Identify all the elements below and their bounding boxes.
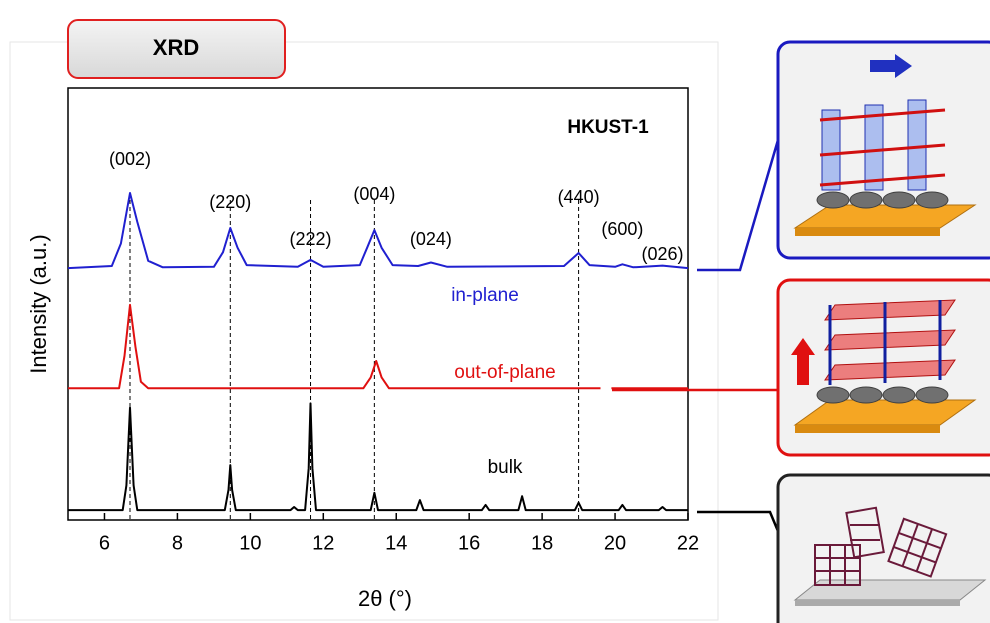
peak-label: (440) bbox=[558, 187, 600, 207]
series-line bbox=[68, 303, 688, 390]
peak-label: (220) bbox=[209, 192, 251, 212]
y-axis-label: Intensity (a.u.) bbox=[26, 234, 51, 373]
peak-label: (600) bbox=[601, 219, 643, 239]
peak-label: (024) bbox=[410, 229, 452, 249]
x-tick-label: 6 bbox=[99, 532, 110, 554]
chart-title: HKUST-1 bbox=[567, 117, 649, 138]
x-tick-label: 14 bbox=[385, 532, 407, 554]
panel-frame bbox=[9, 41, 719, 621]
series-label: bulk bbox=[488, 457, 523, 478]
peak-label: (002) bbox=[109, 149, 151, 169]
x-tick-label: 10 bbox=[239, 532, 261, 554]
series-line bbox=[67, 192, 689, 270]
bulk-illustration bbox=[776, 473, 990, 623]
x-axis-label: 2θ (°) bbox=[358, 586, 412, 611]
x-tick-label: 22 bbox=[677, 532, 699, 554]
header-text: XRD bbox=[153, 35, 199, 60]
plot-frame bbox=[67, 87, 689, 521]
series-label: in-plane bbox=[451, 285, 519, 306]
peak-label: (004) bbox=[353, 184, 395, 204]
out-of-plane-illustration bbox=[776, 278, 990, 457]
connector bbox=[697, 510, 792, 561]
x-tick-label: 8 bbox=[172, 532, 183, 554]
header-box bbox=[67, 19, 286, 79]
peak-label: (222) bbox=[290, 229, 332, 249]
x-tick-label: 18 bbox=[531, 532, 553, 554]
x-tick-label: 16 bbox=[458, 532, 480, 554]
series-label: out-of-plane bbox=[454, 362, 555, 383]
x-tick-label: 20 bbox=[604, 532, 626, 554]
peak-label: (026) bbox=[641, 244, 683, 264]
series-line bbox=[68, 402, 688, 512]
in-plane-illustration bbox=[776, 40, 990, 260]
x-tick-label: 12 bbox=[312, 532, 334, 554]
connector bbox=[697, 139, 780, 272]
